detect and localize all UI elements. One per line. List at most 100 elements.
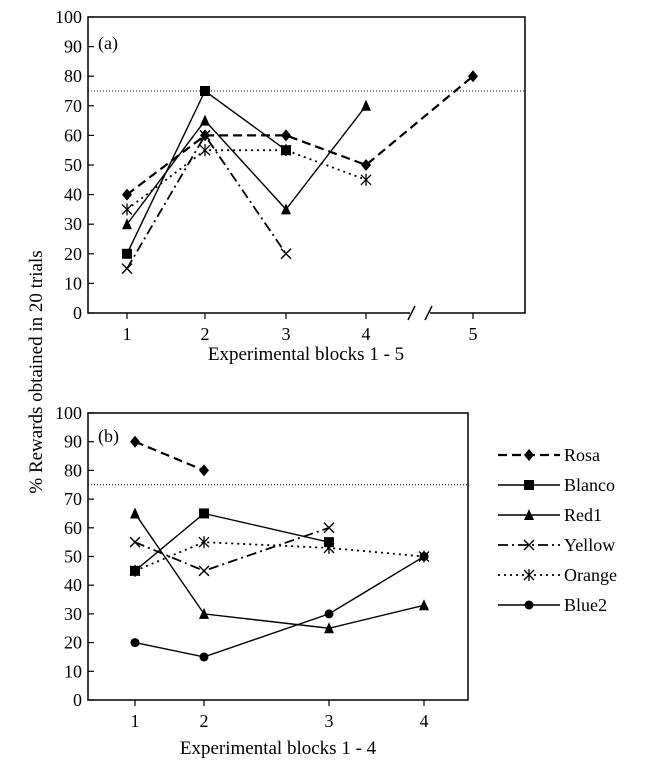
- panel-a-x-tick-label: 4: [362, 324, 371, 344]
- panel-a-line-rosa: [126, 75, 474, 196]
- panel-b-x-tick-label: 1: [131, 711, 140, 731]
- panel-b-x-tick-label: 3: [325, 711, 334, 731]
- panel-a-y-tick-label: 50: [64, 155, 82, 175]
- legend-entry-red1: Red1: [498, 505, 602, 525]
- panel-a-point-blanco: [200, 86, 210, 96]
- panel-b-line-blanco: [134, 512, 330, 572]
- panel-a-series-rosa: [122, 70, 478, 201]
- panel-a-series-red1: [122, 99, 371, 230]
- legend-label: Yellow: [564, 535, 615, 555]
- panel-b-y-tick-label: 100: [55, 403, 82, 423]
- panel-b-point-blue2: [130, 638, 140, 648]
- panel-b-point-blue2: [419, 552, 429, 561]
- panel-b-series-rosa: [130, 435, 209, 477]
- panel-b-y-tick-label: 60: [64, 518, 82, 538]
- panel-b-point-red1: [130, 507, 140, 519]
- panel-a-point-orange: [199, 144, 211, 157]
- panel-b-point-rosa: [199, 464, 209, 477]
- panel-b-point-blue2: [199, 652, 209, 662]
- legend-marker: [524, 600, 534, 610]
- panel-a-y-tick-label: 20: [64, 244, 82, 264]
- panel-a-axis-break-mark: [424, 305, 433, 321]
- panel-a-point-yellow: [121, 263, 133, 275]
- legend-entry-orange: Orange: [498, 565, 617, 585]
- legend-entry-blue2: Blue2: [498, 595, 607, 615]
- legend-label: Red1: [564, 505, 602, 525]
- panel-b-y-tick-label: 50: [64, 547, 82, 567]
- legend-entry-blanco: Blanco: [498, 475, 615, 495]
- panel-a-point-red1: [122, 218, 132, 230]
- panel-b-point-blanco: [199, 508, 209, 519]
- panel-b-y-tick-label: 90: [64, 432, 82, 452]
- panel-b-series-yellow: [129, 522, 335, 577]
- panel-a-y-tick-label: 100: [55, 7, 82, 27]
- panel-a-point-rosa: [361, 159, 371, 171]
- panel-a-point-red1: [281, 203, 291, 215]
- panel-a-chart: (a) Experimental blocks 1 - 5 0 10 20 30 40 5…: [55, 7, 526, 365]
- panel-a-y-tick-label: 90: [64, 37, 82, 57]
- legend-marker: [523, 539, 535, 551]
- panel-b-line-yellow: [134, 526, 330, 572]
- panel-b-x-tick-label: 2: [200, 711, 209, 731]
- panel-a-y-tick-label: 30: [64, 214, 82, 234]
- panel-b-point-yellow: [323, 522, 335, 534]
- panel-b-point-red1: [199, 607, 209, 619]
- panel-a-line-red1: [126, 105, 367, 225]
- panel-b-series-blue2: [130, 552, 429, 662]
- panel-b-y-tick-label: 0: [73, 690, 82, 710]
- panel-a-point-blanco: [122, 248, 132, 259]
- panel-a-y-tick-label: 10: [64, 273, 82, 293]
- panel-b-point-rosa: [130, 435, 140, 448]
- panel-b-chart: (b) Experimental blocks 1 - 4 0 10 20 30 40 5…: [55, 403, 469, 759]
- panel-b-y-tick-label: 80: [64, 460, 82, 480]
- panel-b-point-red1: [419, 599, 429, 611]
- panel-b-point-red1: [324, 622, 334, 634]
- panel-b-plot-frame: [87, 412, 469, 701]
- panel-b-x-tick-label: 4: [420, 711, 429, 731]
- panel-a-plot-frame: [87, 16, 526, 314]
- panel-a-x-tick-label: 2: [201, 324, 210, 344]
- panel-a-point-orange: [121, 203, 133, 216]
- panel-a-y-tick-label: 40: [64, 185, 82, 205]
- panel-b-point-blue2: [324, 609, 334, 619]
- panel-b-line-orange: [134, 541, 425, 572]
- legend: Rosa Blanco Red1 Yellow Orange Blue2: [498, 445, 617, 615]
- panel-b-series-red1: [130, 507, 429, 634]
- panel-b-x-axis-title: Experimental blocks 1 - 4: [180, 738, 377, 759]
- legend-label: Rosa: [564, 445, 600, 465]
- panel-a-point-orange: [280, 144, 292, 157]
- panel-b-line-red1: [134, 513, 425, 629]
- panel-a-point-yellow: [280, 248, 292, 260]
- panel-b-label: (b): [98, 426, 119, 447]
- panel-b-line-blue2: [134, 555, 425, 658]
- panel-b-point-orange: [129, 564, 141, 577]
- legend-entry-yellow: Yellow: [498, 535, 615, 555]
- panel-a-line-orange: [126, 149, 367, 211]
- legend-marker: [524, 480, 534, 490]
- legend-marker: [524, 449, 534, 461]
- panel-b-series-blanco: [130, 508, 334, 576]
- shared-y-axis-title: % Rewards obtained in 20 trials: [26, 250, 47, 493]
- panel-a-point-rosa: [468, 70, 478, 83]
- panel-b-point-orange: [323, 541, 335, 554]
- panel-a-y-tick-label: 60: [64, 125, 82, 145]
- panel-a-series-yellow: [121, 129, 292, 275]
- legend-entry-rosa: Rosa: [498, 445, 600, 465]
- panel-a-x-tick-label: 1: [123, 324, 132, 344]
- panel-a-x-tick-label: 5: [469, 324, 478, 344]
- panel-a-y-tick-label: 70: [64, 96, 82, 116]
- panel-a-series-orange: [121, 144, 372, 216]
- panel-a-y-tick-label: 0: [73, 303, 82, 323]
- panel-b-line-rosa: [134, 440, 205, 472]
- panel-a-axis-break-mark: [407, 305, 416, 321]
- panel-b-point-orange: [198, 536, 210, 549]
- panel-a-point-rosa: [122, 188, 132, 201]
- panel-b-y-tick-label: 70: [64, 489, 82, 509]
- panel-a-label: (a): [98, 33, 118, 54]
- legend-label: Blue2: [564, 595, 607, 615]
- panel-a-axis-break-gap: [410, 309, 430, 317]
- panel-b-point-yellow: [198, 565, 210, 577]
- legend-marker: [524, 509, 534, 520]
- panel-b-y-tick-label: 30: [64, 604, 82, 624]
- legend-label: Blanco: [564, 475, 615, 495]
